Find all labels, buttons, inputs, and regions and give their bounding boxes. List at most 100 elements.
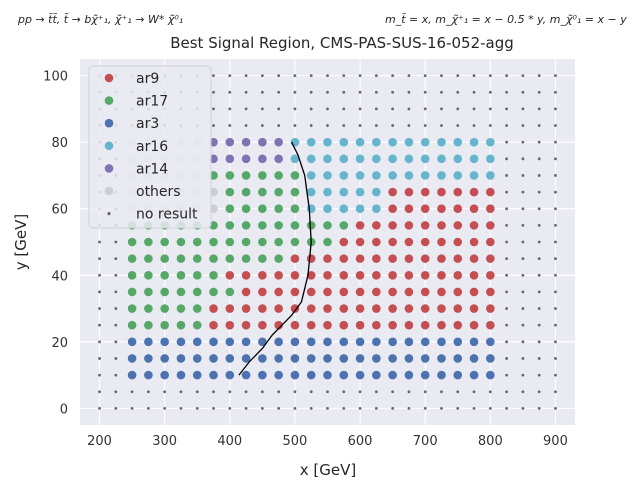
point-ar9 [290,320,300,330]
point-no-result [293,74,297,78]
point-ar9 [404,270,414,280]
point-ar17 [241,171,251,180]
point-ar16 [372,187,381,197]
point-ar3 [176,354,186,363]
axis-ticks: 200 300 400 500 600 700 800 900 0 20 40 60 80 100 [43,70,568,449]
point-ar17 [241,254,251,263]
point-no-result [358,124,362,127]
point-no-result [423,107,427,111]
point-no-result [505,107,509,111]
point-no-result [456,107,460,111]
point-ar9 [420,254,430,263]
point-ar9 [241,304,251,313]
point-no-result [505,373,509,377]
point-ar9 [306,304,316,313]
point-no-result [179,390,183,394]
point-ar17 [258,187,267,197]
point-no-result [505,323,509,327]
point-ar3 [486,354,495,363]
point-ar16 [372,171,381,180]
point-no-result [342,107,346,111]
point-ar3 [192,337,202,347]
point-ar9 [469,254,479,263]
point-no-result [488,124,492,127]
point-ar16 [469,154,479,164]
point-ar16 [469,171,479,180]
point-no-result [342,390,346,394]
point-no-result [521,207,525,211]
point-ar3 [306,337,316,347]
point-no-result [342,406,346,410]
point-no-result [537,223,541,227]
point-ar9 [225,320,235,330]
point-ar3 [274,337,283,347]
point-no-result [554,257,557,261]
point-no-result [98,257,101,261]
point-ar9 [290,304,300,313]
point-ar9 [404,320,414,330]
legend-marker [104,164,114,173]
point-ar9 [437,320,446,330]
point-no-result [521,90,525,94]
point-no-result [130,390,134,394]
point-ar16 [469,137,479,147]
point-no-result [488,390,492,394]
point-no-result [293,90,297,94]
point-no-result [293,406,297,410]
point-ar9 [306,320,316,330]
point-no-result [505,240,509,244]
point-no-result [98,323,101,327]
point-no-result [374,74,378,78]
point-ar16 [388,137,397,147]
x-tick-label: 800 [478,434,503,449]
point-ar17 [160,304,169,313]
point-ar17 [127,254,137,263]
point-ar9 [404,237,414,247]
point-no-result [98,406,101,410]
point-ar3 [469,354,479,363]
point-ar9 [372,304,381,313]
point-ar17 [209,287,218,297]
point-ar3 [469,337,479,347]
point-ar16 [355,154,365,164]
point-ar16 [486,171,495,180]
point-ar3 [258,370,267,380]
point-ar9 [388,204,397,214]
point-ar9 [274,287,283,297]
point-no-result [407,124,411,127]
point-ar9 [290,254,300,263]
point-no-result [309,390,313,394]
point-no-result [488,90,492,94]
point-no-result [554,390,557,394]
point-ar16 [355,171,365,180]
point-no-result [212,390,215,394]
point-ar16 [372,137,381,147]
point-ar17 [176,320,186,330]
point-ar9 [453,204,463,214]
point-no-result [98,390,101,394]
point-no-result [456,124,460,127]
point-ar3 [127,354,137,363]
point-ar9 [388,304,397,313]
point-no-result [537,207,541,211]
point-ar17 [176,287,186,297]
point-ar16 [437,137,446,147]
point-ar3 [274,370,283,380]
point-no-result [244,74,248,78]
point-ar17 [323,237,332,247]
point-no-result [554,223,557,227]
point-ar9 [290,270,300,280]
point-ar3 [388,354,397,363]
point-ar17 [241,221,251,230]
point-no-result [114,357,118,360]
point-ar17 [258,237,267,247]
point-no-result [554,157,557,161]
point-ar3 [290,370,300,380]
point-ar16 [486,154,495,164]
point-ar3 [209,370,218,380]
point-no-result [537,273,541,277]
point-ar3 [176,370,186,380]
point-ar9 [486,204,495,214]
point-ar17 [192,237,202,247]
point-no-result [98,357,101,360]
